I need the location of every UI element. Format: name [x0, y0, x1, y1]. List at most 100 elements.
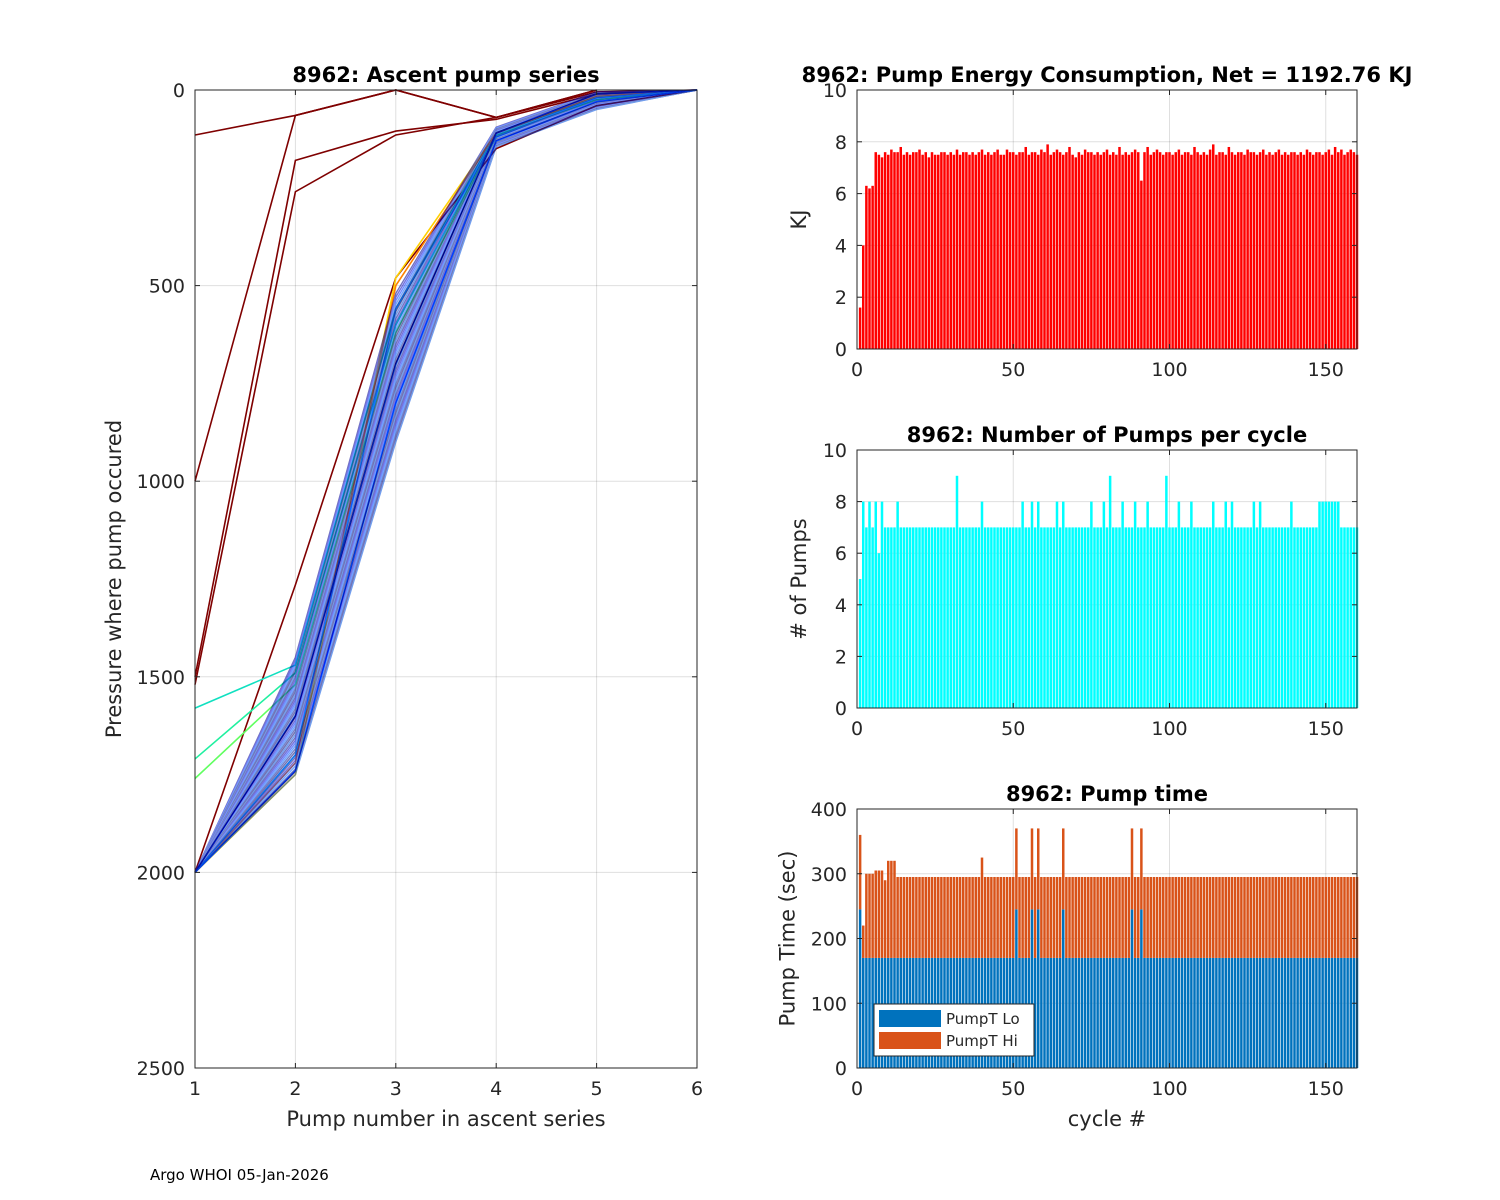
energy-axes [856, 89, 1359, 350]
energy-bar [1318, 152, 1321, 349]
energy-bar [999, 154, 1002, 349]
energy-bar [1233, 154, 1237, 349]
npumps-bar [899, 527, 902, 708]
pumptime-bar-lo [1274, 957, 1277, 1068]
npumps-ytick-label: 8 [835, 492, 847, 514]
ascent-decor: 1 2 3 4 5 6 0 500 1000 1500 2000 2500 8962: Ascent p… [102, 63, 703, 1131]
energy-bar [1315, 152, 1318, 349]
npumps-bar [1049, 527, 1052, 708]
energy-bar [1177, 149, 1181, 349]
npumps-bar [1224, 501, 1227, 708]
energy-bar [1246, 149, 1249, 349]
pumptime-bar-hi [1215, 876, 1218, 958]
npumps-bar [1199, 527, 1202, 708]
energy-bar [1171, 154, 1174, 349]
pumptime-bar-hi [1337, 876, 1340, 958]
npumps-bar [1093, 527, 1096, 708]
npumps-bar [1305, 527, 1309, 708]
energy-bar [1037, 154, 1040, 349]
npumps-bar [1155, 527, 1159, 708]
npumps-bar [1140, 527, 1143, 708]
energy-bar [1287, 154, 1290, 349]
pumptime-bar-lo [1040, 957, 1043, 1068]
npumps-bar [1165, 475, 1168, 708]
npumps-bar [1102, 501, 1106, 708]
pumptime-ylabel: Pump Time (sec) [776, 851, 800, 1027]
npumps-ytick-label: 4 [835, 595, 847, 617]
npumps-bar [1271, 527, 1274, 708]
pumptime-ytick-label: 300 [811, 864, 847, 886]
pumptime-bar-lo [1130, 909, 1134, 1068]
npumps-bar [1168, 527, 1171, 708]
npumps-bar [1196, 527, 1199, 708]
energy-bar [1052, 152, 1056, 349]
energy-bar [1218, 152, 1221, 349]
pumptime-bar-lo [1177, 957, 1181, 1068]
npumps-bar [1290, 501, 1293, 708]
pumptime-bar-lo [1124, 957, 1127, 1068]
energy-title: 8962: Pump Energy Consumption, Net = 119… [802, 63, 1413, 87]
pumptime-bar-hi [1037, 828, 1040, 910]
energy-bar [987, 152, 990, 349]
pumptime-bar-hi [921, 876, 924, 958]
energy-bar [1077, 152, 1081, 349]
pumptime-xtick-label: 100 [1151, 1078, 1187, 1100]
npumps-bar [1046, 527, 1049, 708]
pumptime-bar-lo [1071, 957, 1074, 1068]
pumptime-bar-lo [1337, 957, 1340, 1068]
npumps-bar [1233, 527, 1237, 708]
ascent-axes-box [194, 89, 698, 1069]
pumptime-bar-hi [1196, 876, 1199, 958]
energy-bar [1137, 152, 1140, 349]
energy-bar [1105, 149, 1109, 349]
pumptime-bar-lo [871, 957, 874, 1068]
energy-bar [1002, 154, 1006, 349]
npumps-ytick-label: 6 [835, 543, 847, 565]
energy-bar [1205, 154, 1209, 349]
npumps-bar [865, 527, 868, 708]
energy-bar [896, 152, 899, 349]
pumptime-ytick-label: 400 [811, 799, 847, 821]
pumptime-bar-hi [1080, 876, 1084, 958]
pumptime-bar-lo [1352, 957, 1356, 1068]
pumptime-bar-hi [1024, 876, 1027, 958]
energy-bar [1277, 149, 1281, 349]
energy-bar [1033, 152, 1037, 349]
energy-bar [1202, 152, 1206, 349]
npumps-bar [1027, 527, 1031, 708]
pumptime-bar-hi [990, 876, 993, 958]
pumptime-bar-lo [1302, 957, 1306, 1068]
npumps-bar [1171, 527, 1174, 708]
energy-bar [1133, 149, 1137, 349]
energy-bar [1083, 149, 1087, 349]
pumptime-bar-hi [1143, 876, 1146, 958]
energy-bars [858, 144, 1359, 349]
pumptime-bar-hi [1205, 876, 1209, 958]
energy-bar [1299, 152, 1302, 349]
energy-bar [1130, 152, 1134, 349]
pumptime-bar-lo [1137, 957, 1140, 1068]
pumptime-bar-hi [1233, 876, 1237, 958]
pumptime-bar-hi [1321, 876, 1324, 958]
pumptime-bar-hi [1077, 876, 1081, 958]
pumptime-bar-lo [1193, 957, 1196, 1068]
pumptime-bar-lo [1196, 957, 1199, 1068]
energy-bar [1255, 154, 1259, 349]
pumptime-bar-hi [1137, 876, 1140, 958]
pumptime-bar-lo [1168, 957, 1171, 1068]
pumptime-bar-hi [946, 876, 949, 958]
energy-bar [1065, 152, 1068, 349]
pumptime-bar-lo [1165, 957, 1168, 1068]
npumps-ylabel: # of Pumps [787, 518, 811, 640]
pumptime-bar-hi [1052, 876, 1056, 958]
pumptime-bar-hi [1108, 876, 1112, 958]
npumps-bar [1340, 527, 1343, 708]
pumptime-bar-lo [1087, 957, 1090, 1068]
energy-bar [1252, 152, 1256, 349]
energy-bar [937, 154, 940, 349]
energy-bar [980, 149, 984, 349]
energy-bar [1030, 152, 1034, 349]
energy-ylabel: KJ [787, 210, 811, 230]
pumptime-bar-hi [1124, 876, 1127, 958]
